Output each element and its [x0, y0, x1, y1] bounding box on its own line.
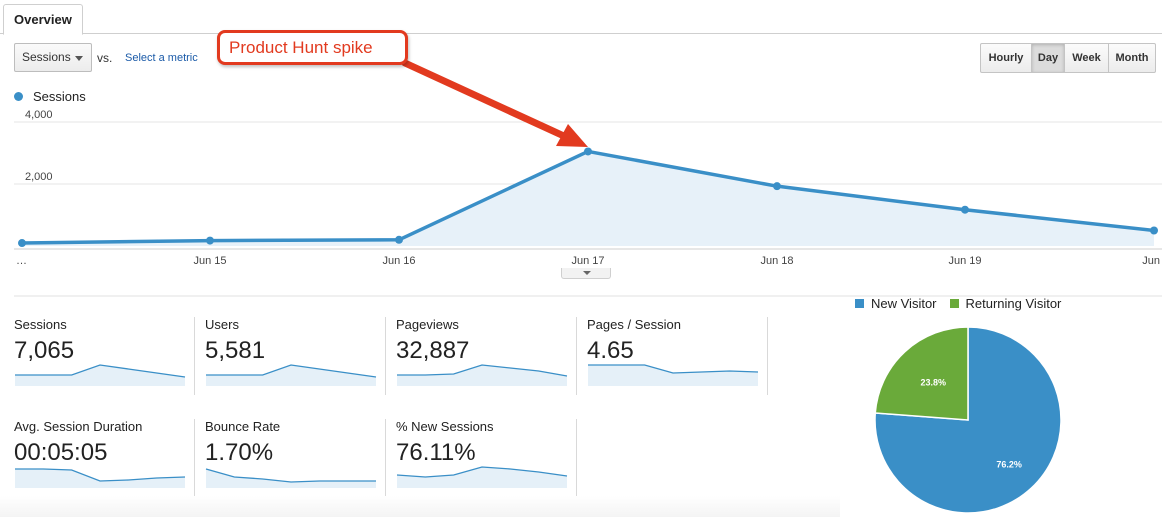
select-metric-link[interactable]: Select a metric: [125, 52, 198, 64]
x-tick-label: …: [16, 255, 27, 267]
scorecard-avg-session-duration[interactable]: Avg. Session Duration 00:05:05: [14, 419, 194, 495]
new-visitor-swatch: [855, 299, 864, 308]
hourly-button[interactable]: Hourly: [980, 43, 1032, 73]
sparkline-fill: [206, 365, 376, 386]
new-visitor-label: New Visitor: [871, 296, 937, 311]
scorecard-sparkline: [396, 466, 568, 488]
sparkline-line: [205, 468, 376, 483]
scorecard-value: 32,887: [396, 337, 470, 364]
scorecard-sparkline: [588, 364, 759, 386]
y-tick-label: 2,000: [25, 171, 53, 183]
sparkline-line: [206, 364, 377, 378]
scorecard-label: Sessions: [14, 317, 67, 332]
scorecard-divider: [576, 419, 577, 497]
scorecard-pages-session[interactable]: Pages / Session 4.65: [587, 317, 767, 393]
sparkline-fill: [15, 365, 185, 386]
scorecard-sparkline: [15, 468, 186, 488]
sparkline-line: [588, 364, 759, 374]
chart-legend: Sessions: [14, 89, 86, 104]
scorecard-divider: [194, 419, 195, 497]
granularity-buttons: Hourly Day Week Month: [980, 43, 1156, 73]
scorecard-value: 4.65: [587, 337, 634, 364]
sessions-legend-dot: [14, 92, 23, 101]
tab-bar: Overview: [0, 0, 1162, 35]
scorecard--new-sessions[interactable]: % New Sessions 76.11%: [396, 419, 576, 495]
sparkline-fill: [397, 365, 567, 386]
scorecard-sparkline: [205, 468, 376, 488]
scorecard-value: 1.70%: [205, 439, 274, 466]
pie-slice-returning-visitor[interactable]: [874, 326, 969, 421]
annotation-callout: Product Hunt spike: [217, 30, 408, 65]
sessions-data-point[interactable]: [18, 239, 26, 248]
scorecard-label: Pageviews: [396, 317, 459, 332]
sessions-legend-label: Sessions: [33, 89, 86, 104]
scorecard-divider: [194, 317, 195, 395]
vs-label: vs.: [97, 51, 113, 65]
month-button[interactable]: Month: [1108, 43, 1156, 73]
sparkline-line: [396, 466, 568, 478]
tab-overview[interactable]: Overview: [3, 4, 83, 35]
scorecard-value: 7,065: [14, 337, 75, 364]
scorecard-divider: [576, 317, 577, 395]
scorecard-sparkline: [397, 364, 568, 386]
visitor-pie-chart[interactable]: 76.2% 23.8%: [870, 325, 1070, 517]
pie-slice-label: 76.2%: [996, 459, 1022, 469]
collapse-chart-handle[interactable]: [561, 268, 611, 279]
returning-visitor-label: Returning Visitor: [965, 296, 1062, 311]
week-button[interactable]: Week: [1064, 43, 1109, 73]
returning-visitor-swatch: [949, 299, 959, 308]
sessions-data-point[interactable]: [773, 182, 781, 191]
sessions-data-point[interactable]: [584, 147, 592, 156]
scorecard-divider: [385, 419, 386, 497]
x-tick-label: Jun 19: [948, 255, 981, 267]
sparkline-line: [15, 468, 186, 482]
x-tick-label: Jun 17: [571, 255, 604, 267]
pie-slice-new-visitor[interactable]: [874, 326, 1062, 514]
sparkline-fill: [588, 365, 758, 386]
scorecard-label: Bounce Rate: [205, 419, 281, 434]
day-button[interactable]: Day: [1031, 43, 1065, 73]
scorecard-sessions[interactable]: Sessions 7,065: [14, 317, 194, 393]
x-tick-label: Jun 15: [193, 255, 226, 267]
sparkline-fill: [15, 469, 185, 488]
sessions-line-chart[interactable]: 4,000 2,000 … Jun 15 Jun 16 Jun 17 Jun 18 Jun 1…: [0, 108, 1162, 297]
x-tick-label: Jun 18: [760, 255, 793, 267]
sessions-data-point[interactable]: [395, 235, 403, 244]
bottom-shadow: [0, 496, 840, 517]
y-tick-label: 4,000: [25, 109, 53, 121]
metric-dropdown[interactable]: Sessions: [14, 43, 92, 72]
x-tick-label: Jun: [1142, 255, 1160, 267]
pie-legend: New Visitor Returning Visitor: [855, 296, 1074, 311]
pie-legend-new[interactable]: New Visitor: [855, 296, 937, 311]
scorecard-value: 76.11%: [396, 439, 476, 466]
scorecard-label: Users: [205, 317, 239, 332]
x-tick-label: Jun 16: [382, 255, 415, 267]
scorecard-value: 5,581: [205, 337, 266, 364]
pie-legend-returning[interactable]: Returning Visitor: [949, 296, 1062, 311]
sessions-area-fill: [22, 151, 1154, 246]
metric-dropdown-label: Sessions: [22, 50, 71, 64]
sparkline-line: [397, 364, 568, 377]
sparkline-line: [15, 364, 186, 378]
sessions-data-point[interactable]: [961, 205, 969, 214]
scorecard-value: 00:05:05: [14, 439, 108, 466]
scorecard-divider: [385, 317, 386, 395]
scorecard-sparkline: [15, 364, 186, 386]
scorecard-divider: [767, 317, 768, 395]
scorecard-users[interactable]: Users 5,581: [205, 317, 385, 393]
pie-slice-label: 23.8%: [920, 377, 946, 387]
scorecard-pageviews[interactable]: Pageviews 32,887: [396, 317, 576, 393]
chevron-down-icon: [75, 56, 83, 61]
scorecard-label: Pages / Session: [587, 317, 681, 332]
scorecard-label: Avg. Session Duration: [14, 419, 143, 434]
scorecard-bounce-rate[interactable]: Bounce Rate 1.70%: [205, 419, 385, 495]
sparkline-fill: [206, 469, 376, 488]
sessions-data-point[interactable]: [206, 236, 214, 245]
sparkline-fill: [397, 467, 567, 488]
chevron-down-icon: [583, 271, 591, 275]
sessions-data-point[interactable]: [1150, 226, 1158, 235]
scorecard-label: % New Sessions: [396, 419, 494, 434]
scorecard-sparkline: [206, 364, 377, 386]
